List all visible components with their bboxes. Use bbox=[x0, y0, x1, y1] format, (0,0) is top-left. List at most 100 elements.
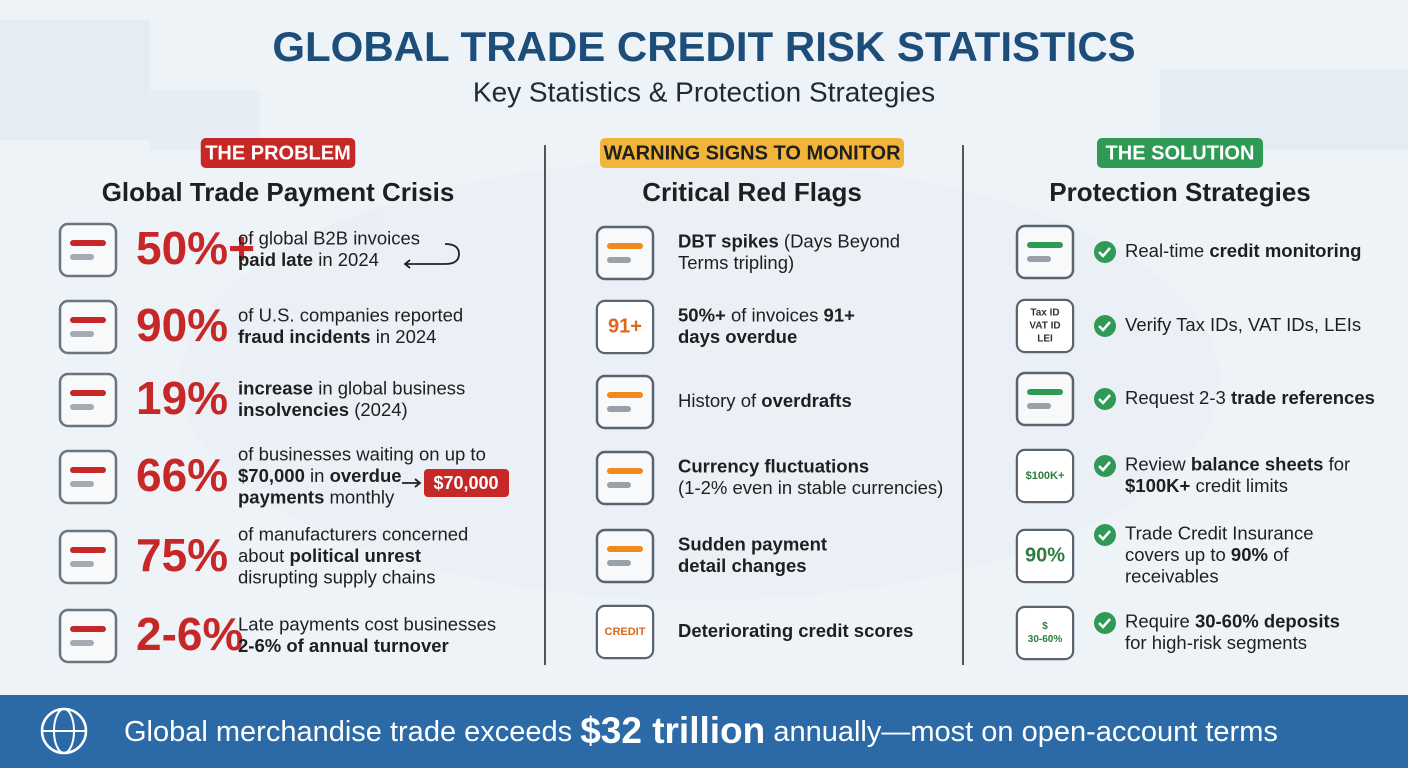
icon-body bbox=[595, 374, 655, 430]
item-text: DBT spikes (Days Beyond bbox=[678, 230, 900, 251]
item-text: Real-time credit monitoring bbox=[1125, 240, 1361, 261]
section-badge-text: WARNING SIGNS TO MONITOR bbox=[603, 142, 901, 164]
icon-label: $100K+ bbox=[1026, 470, 1065, 482]
icon-accent bbox=[70, 240, 106, 246]
footer-segment: Global merchandise trade exceeds bbox=[124, 716, 580, 748]
icon-label: LEI bbox=[1037, 334, 1053, 345]
text-segment: overdue bbox=[330, 465, 402, 486]
text-segment: Late payments cost businesses bbox=[238, 613, 496, 634]
icon-label-bg bbox=[598, 607, 652, 657]
icon-label: 30-60% bbox=[1028, 634, 1063, 645]
icon-body bbox=[58, 372, 118, 428]
text-segment: of businesses waiting on up to bbox=[238, 443, 486, 464]
icon-accent bbox=[1027, 389, 1063, 395]
text-segment: (2024) bbox=[349, 399, 408, 420]
item-text: Review balance sheets for bbox=[1125, 453, 1350, 474]
text-segment: trade references bbox=[1231, 387, 1375, 408]
text-segment: $70,000 bbox=[238, 465, 305, 486]
text-segment: of invoices bbox=[726, 304, 824, 325]
icon-body bbox=[595, 528, 655, 584]
icon-label: 91+ bbox=[608, 315, 642, 337]
globe-icon bbox=[40, 707, 88, 755]
item-text: Late payments cost businesses bbox=[238, 613, 496, 634]
item-text: fraud incidents in 2024 bbox=[238, 326, 436, 347]
text-segment: Real-time bbox=[1125, 240, 1209, 261]
section-badge-text: THE PROBLEM bbox=[205, 142, 351, 164]
item-text: Require 30-60% deposits bbox=[1125, 610, 1340, 631]
icon-accent bbox=[1027, 242, 1063, 248]
item-icon: 90% bbox=[1015, 528, 1075, 584]
footer-segment: $32 trillion bbox=[580, 710, 765, 751]
item-text: payments monthly bbox=[238, 486, 395, 507]
icon-label: $ bbox=[1042, 621, 1048, 632]
item-text: $70,000 in overdue bbox=[238, 465, 402, 486]
text-segment: (1-2% even in stable currencies) bbox=[678, 477, 943, 498]
icon-body bbox=[1015, 224, 1075, 280]
item-icon bbox=[58, 299, 118, 355]
text-segment: DBT spikes bbox=[678, 230, 779, 251]
check-mark bbox=[1098, 321, 1111, 332]
section-badge-text: THE SOLUTION bbox=[1106, 142, 1255, 164]
check-mark bbox=[1098, 394, 1111, 405]
text-segment: 90% bbox=[1231, 544, 1268, 565]
section-badge bbox=[600, 138, 904, 168]
stat-value: 75% bbox=[136, 529, 228, 581]
text-segment: 2-6% of annual turnover bbox=[238, 635, 449, 656]
icon-accent bbox=[70, 561, 94, 567]
title: GLOBAL TRADE CREDIT RISK STATISTICS bbox=[272, 23, 1135, 70]
icon-body bbox=[58, 608, 118, 664]
item-text: increase in global business bbox=[238, 377, 465, 398]
stat-value: 2-6% bbox=[136, 608, 243, 660]
item-text: of U.S. companies reported bbox=[238, 304, 463, 325]
icon-accent bbox=[607, 392, 643, 398]
stat-value: 19% bbox=[136, 372, 228, 424]
icon-accent bbox=[607, 406, 631, 412]
item-text: covers up to 90% of bbox=[1125, 544, 1289, 565]
text-segment: fraud incidents bbox=[238, 326, 371, 347]
icon-accent bbox=[607, 257, 631, 263]
check-mark bbox=[1098, 461, 1111, 472]
text-segment: political unrest bbox=[289, 545, 421, 566]
subtitle: Key Statistics & Protection Strategies bbox=[473, 76, 935, 107]
icon-label-bg bbox=[1018, 451, 1072, 501]
icon-accent bbox=[607, 468, 643, 474]
text-segment: disrupting supply chains bbox=[238, 566, 435, 587]
icon-label-bg bbox=[1018, 608, 1072, 658]
text-segment: Terms tripling) bbox=[678, 252, 794, 273]
icon-accent bbox=[1027, 256, 1051, 262]
callout-box bbox=[424, 469, 509, 497]
item-icon bbox=[1015, 224, 1075, 280]
item-icon bbox=[58, 449, 118, 505]
text-segment: Require bbox=[1125, 610, 1195, 631]
text-segment: Sudden payment bbox=[678, 533, 827, 554]
item-text: $100K+ credit limits bbox=[1125, 475, 1288, 496]
check-mark bbox=[1098, 530, 1111, 541]
footer-segment: annually—most on open-account terms bbox=[765, 716, 1278, 748]
text-segment: $100K+ bbox=[1125, 475, 1191, 496]
section-heading: Global Trade Payment Crisis bbox=[102, 177, 455, 207]
item-icon: $100K+ bbox=[1015, 448, 1075, 504]
item-text: Sudden payment bbox=[678, 533, 827, 554]
section-heading: Protection Strategies bbox=[1049, 177, 1311, 207]
icon-accent bbox=[70, 404, 94, 410]
item-text: Currency fluctuations bbox=[678, 455, 869, 476]
icon-accent bbox=[70, 254, 94, 260]
item-icon: CREDIT bbox=[595, 604, 655, 660]
item-text: paid late in 2024 bbox=[238, 249, 379, 270]
stat-value: 66% bbox=[136, 449, 228, 501]
icon-label: 90% bbox=[1025, 544, 1065, 566]
footer-bar bbox=[0, 695, 1408, 768]
text-segment: credit monitoring bbox=[1209, 240, 1361, 261]
item-text: of manufacturers concerned bbox=[238, 523, 468, 544]
text-segment: insolvencies bbox=[238, 399, 349, 420]
text-segment: about bbox=[238, 545, 289, 566]
item-icon bbox=[58, 529, 118, 585]
item-icon bbox=[58, 372, 118, 428]
icon-accent bbox=[70, 481, 94, 487]
icon-body bbox=[58, 299, 118, 355]
section-badge bbox=[200, 138, 356, 168]
icon-accent bbox=[607, 482, 631, 488]
check-mark bbox=[1098, 247, 1111, 258]
